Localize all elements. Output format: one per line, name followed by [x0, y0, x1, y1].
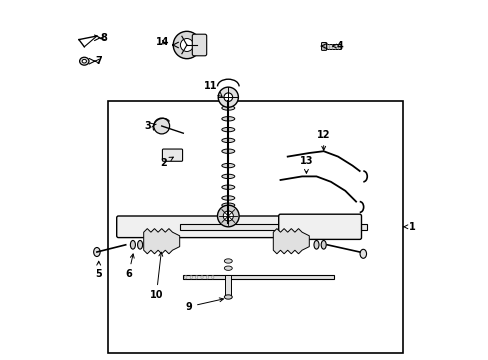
Ellipse shape	[321, 240, 325, 249]
Ellipse shape	[222, 185, 234, 189]
Circle shape	[173, 31, 200, 59]
Bar	[107, 101, 402, 353]
Bar	[225, 275, 231, 297]
Text: 5: 5	[95, 261, 102, 279]
FancyBboxPatch shape	[117, 216, 318, 238]
Ellipse shape	[224, 266, 232, 270]
Ellipse shape	[222, 203, 234, 207]
Text: 8: 8	[100, 33, 107, 43]
Polygon shape	[273, 229, 309, 254]
Ellipse shape	[224, 259, 232, 263]
Ellipse shape	[137, 240, 142, 249]
Circle shape	[223, 211, 233, 221]
Ellipse shape	[222, 117, 234, 121]
Bar	[183, 275, 334, 279]
Text: 4: 4	[332, 41, 343, 51]
Ellipse shape	[222, 149, 234, 153]
Circle shape	[180, 39, 193, 51]
Circle shape	[217, 205, 239, 227]
Text: 12: 12	[316, 130, 330, 150]
Text: 9: 9	[185, 298, 223, 312]
Ellipse shape	[359, 249, 366, 258]
Text: 3: 3	[143, 121, 156, 131]
FancyBboxPatch shape	[162, 149, 182, 161]
Ellipse shape	[222, 138, 234, 143]
Ellipse shape	[82, 59, 86, 63]
Ellipse shape	[222, 127, 234, 132]
Ellipse shape	[130, 240, 135, 249]
Circle shape	[218, 87, 238, 107]
Text: 11: 11	[203, 81, 222, 96]
Ellipse shape	[313, 240, 318, 249]
Text: 10: 10	[149, 252, 163, 300]
Ellipse shape	[222, 174, 234, 179]
Ellipse shape	[224, 295, 232, 299]
Ellipse shape	[80, 57, 89, 65]
Text: 1: 1	[403, 222, 415, 232]
Circle shape	[224, 93, 232, 102]
Circle shape	[153, 118, 169, 134]
Text: 7: 7	[95, 56, 102, 66]
Ellipse shape	[94, 248, 100, 256]
Text: 6: 6	[125, 254, 134, 279]
Bar	[179, 224, 366, 230]
Ellipse shape	[222, 163, 234, 168]
Ellipse shape	[222, 106, 234, 110]
FancyBboxPatch shape	[192, 34, 206, 56]
Bar	[323, 44, 340, 49]
Text: 14: 14	[155, 37, 169, 48]
Text: 2: 2	[160, 157, 173, 168]
FancyBboxPatch shape	[321, 42, 326, 50]
FancyBboxPatch shape	[278, 214, 361, 239]
Ellipse shape	[222, 196, 234, 200]
Polygon shape	[143, 229, 179, 254]
Text: 13: 13	[299, 156, 312, 173]
